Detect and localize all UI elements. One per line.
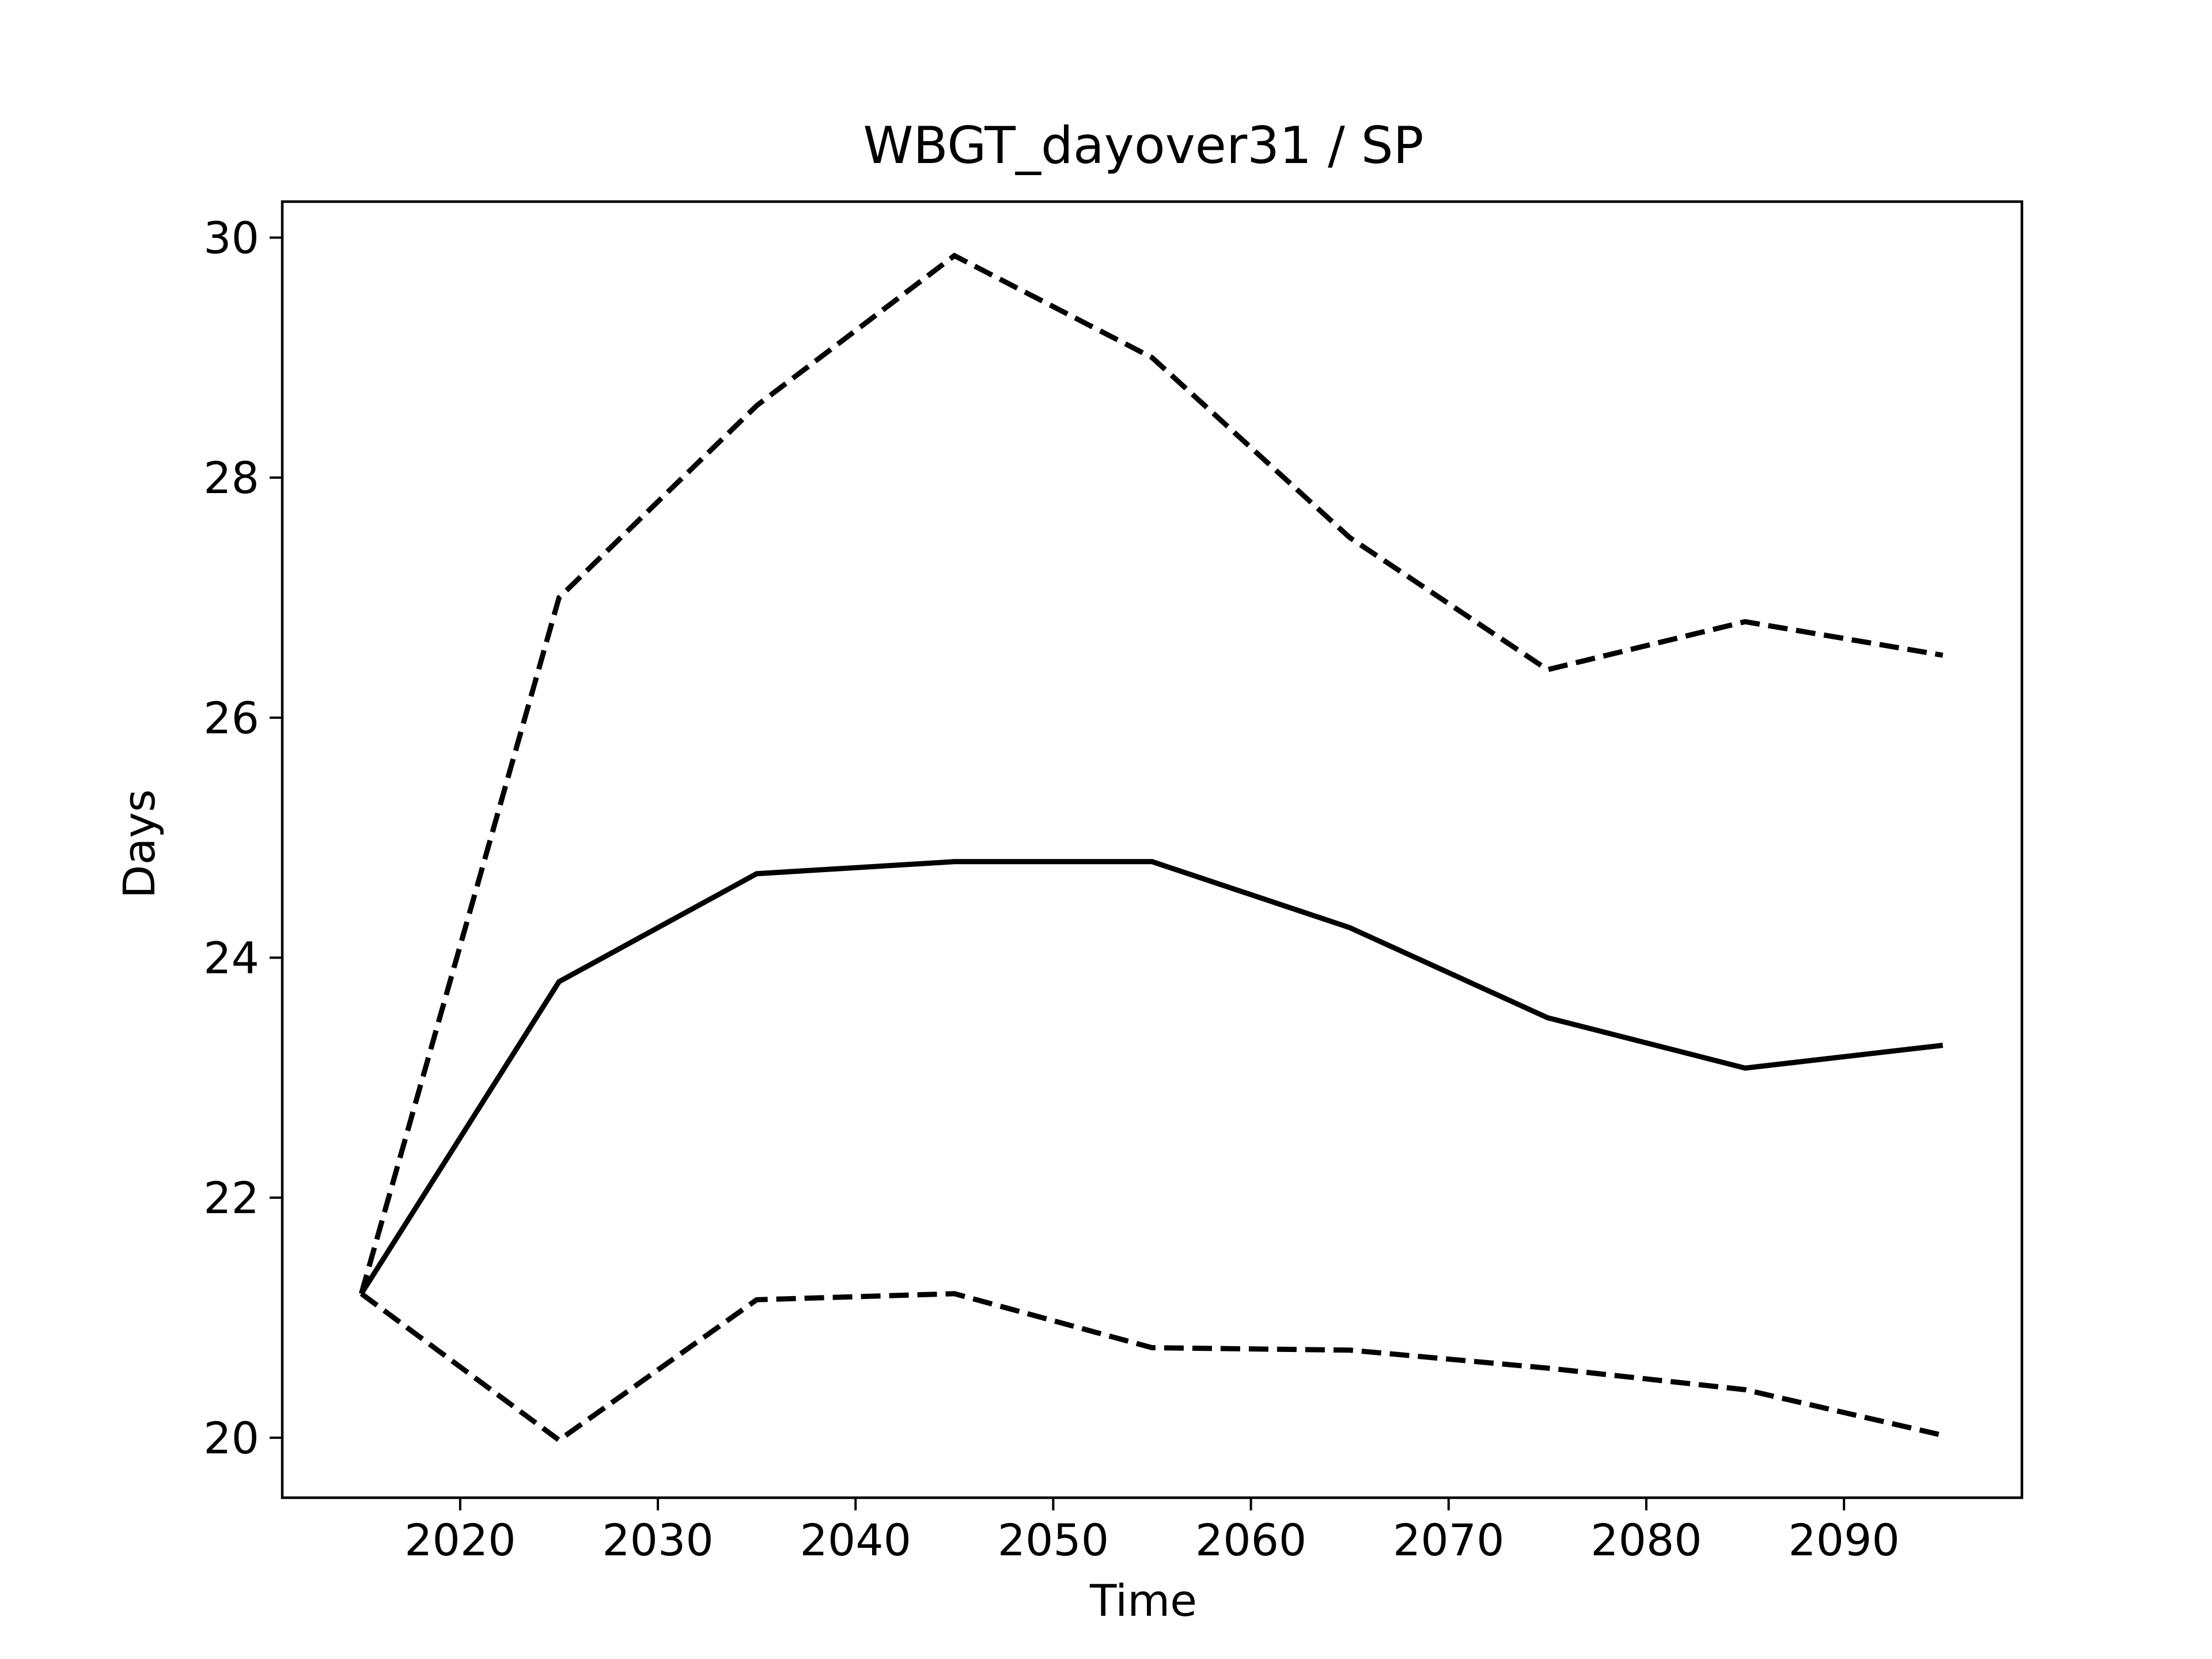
- y-tick-label-22: 22: [203, 1172, 259, 1224]
- y-tick-label-20: 20: [203, 1412, 259, 1464]
- x-axis-label: Time: [1089, 1575, 1197, 1626]
- x-tick-label-2050: 2050: [998, 1514, 1109, 1566]
- plot-frame: [281, 200, 2024, 1499]
- x-tick-label-2040: 2040: [800, 1514, 911, 1566]
- y-axis-label: Days: [113, 789, 165, 899]
- x-tick-label-2060: 2060: [1195, 1514, 1306, 1566]
- series-line-1: [358, 252, 1944, 1295]
- y-tick-label-30: 30: [203, 213, 259, 264]
- x-tick-label-2080: 2080: [1590, 1514, 1702, 1566]
- y-tick-label-28: 28: [203, 452, 259, 503]
- y-tick-label-26: 26: [203, 692, 259, 744]
- series-line-0: [359, 859, 1944, 1296]
- y-tick-label-24: 24: [203, 933, 259, 984]
- chart-title: WBGT_dayover31 / SP: [863, 116, 1423, 175]
- x-tick-label-2090: 2090: [1788, 1514, 1899, 1566]
- x-tick-label-2070: 2070: [1393, 1514, 1504, 1566]
- x-tick-label-2020: 2020: [404, 1514, 516, 1566]
- series-line-2: [359, 1291, 1944, 1444]
- plot-area: 2020 2030 2040 2050 2060 2070 2080 2090 20 22 24 26…: [203, 200, 2024, 1566]
- x-tick-label-2030: 2030: [602, 1514, 713, 1566]
